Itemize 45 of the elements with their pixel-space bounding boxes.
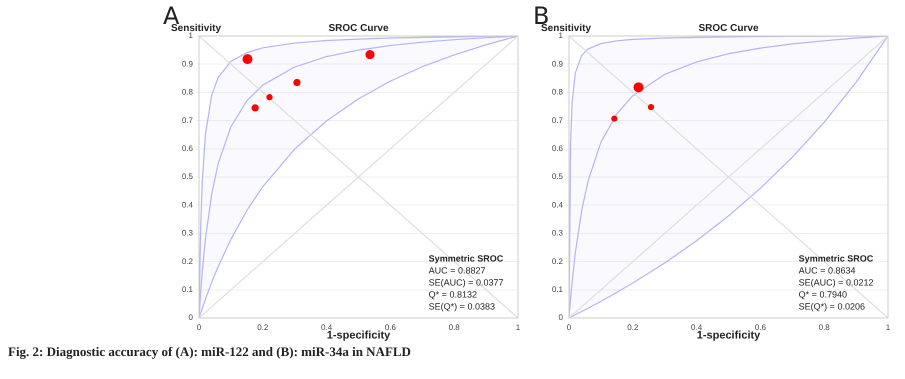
y-tick-label: 0.8: [182, 88, 194, 97]
y-tick-label: 0.6: [552, 144, 564, 154]
annotation: SE(AUC) = 0.0377: [428, 277, 504, 288]
y-tick-label: 0.4: [182, 200, 194, 210]
y-tick-label: 0.8: [552, 88, 564, 97]
y-tick-label: 0.3: [182, 228, 194, 238]
y-tick-label: 0.6: [182, 144, 194, 154]
y-tick-label: 0.3: [552, 228, 564, 238]
y-tick-label: 1: [558, 31, 564, 40]
annotation: Symmetric SROC: [798, 253, 874, 264]
y-tick-label: 1: [188, 31, 194, 40]
y-tick-label: 0.5: [552, 172, 564, 182]
x-tick-label: 1: [516, 323, 521, 332]
x-tick-label: 0: [196, 323, 202, 332]
caption: Fig. 2: Diagnostic accuracy of (A): miR-122 and (B): miR-34a in NAFLD: [8, 344, 411, 360]
chart-title: SROC Curve: [698, 23, 759, 34]
x-tick-label: 0.2: [627, 323, 639, 332]
x-tick-label: 0: [566, 323, 572, 332]
x-tick-label: 0.8: [448, 323, 460, 332]
x-tick-label: 0.2: [257, 323, 269, 332]
y-tick-label: 0.9: [182, 59, 194, 68]
annotation: Symmetric SROC: [428, 253, 504, 264]
y-tick-label: 0.9: [552, 59, 564, 68]
y-tick-label: 0.4: [552, 200, 564, 210]
x-tick-label: 1: [886, 323, 891, 332]
x-tick-label: 0.8: [818, 323, 830, 332]
y-tick-label: 0.5: [182, 172, 194, 182]
annotation: SE(AUC) = 0.0212: [798, 277, 874, 288]
y-axis-title: Sensitivity: [171, 23, 222, 34]
annotation: AUC = 0.8827: [428, 265, 486, 276]
annotation: Q* = 0.7940: [798, 289, 847, 300]
y-tick-label: 0: [558, 313, 564, 322]
y-tick-label: 0.2: [182, 256, 194, 266]
annotation: SE(Q*) = 0.0383: [428, 301, 495, 312]
y-tick-label: 0.7: [552, 116, 564, 125]
y-tick-label: 0.7: [182, 116, 194, 125]
y-tick-label: 0.1: [182, 285, 194, 294]
y-axis-title: Sensitivity: [541, 23, 592, 34]
y-tick-label: 0: [188, 313, 194, 322]
annotation: AUC = 0.8634: [798, 265, 856, 276]
annotation: Q* = 0.8132: [428, 289, 477, 300]
y-tick-label: 0.1: [552, 285, 564, 294]
annotation: SE(Q*) = 0.0206: [798, 301, 865, 312]
chart-title: SROC Curve: [328, 23, 389, 34]
y-tick-label: 0.2: [552, 256, 564, 266]
